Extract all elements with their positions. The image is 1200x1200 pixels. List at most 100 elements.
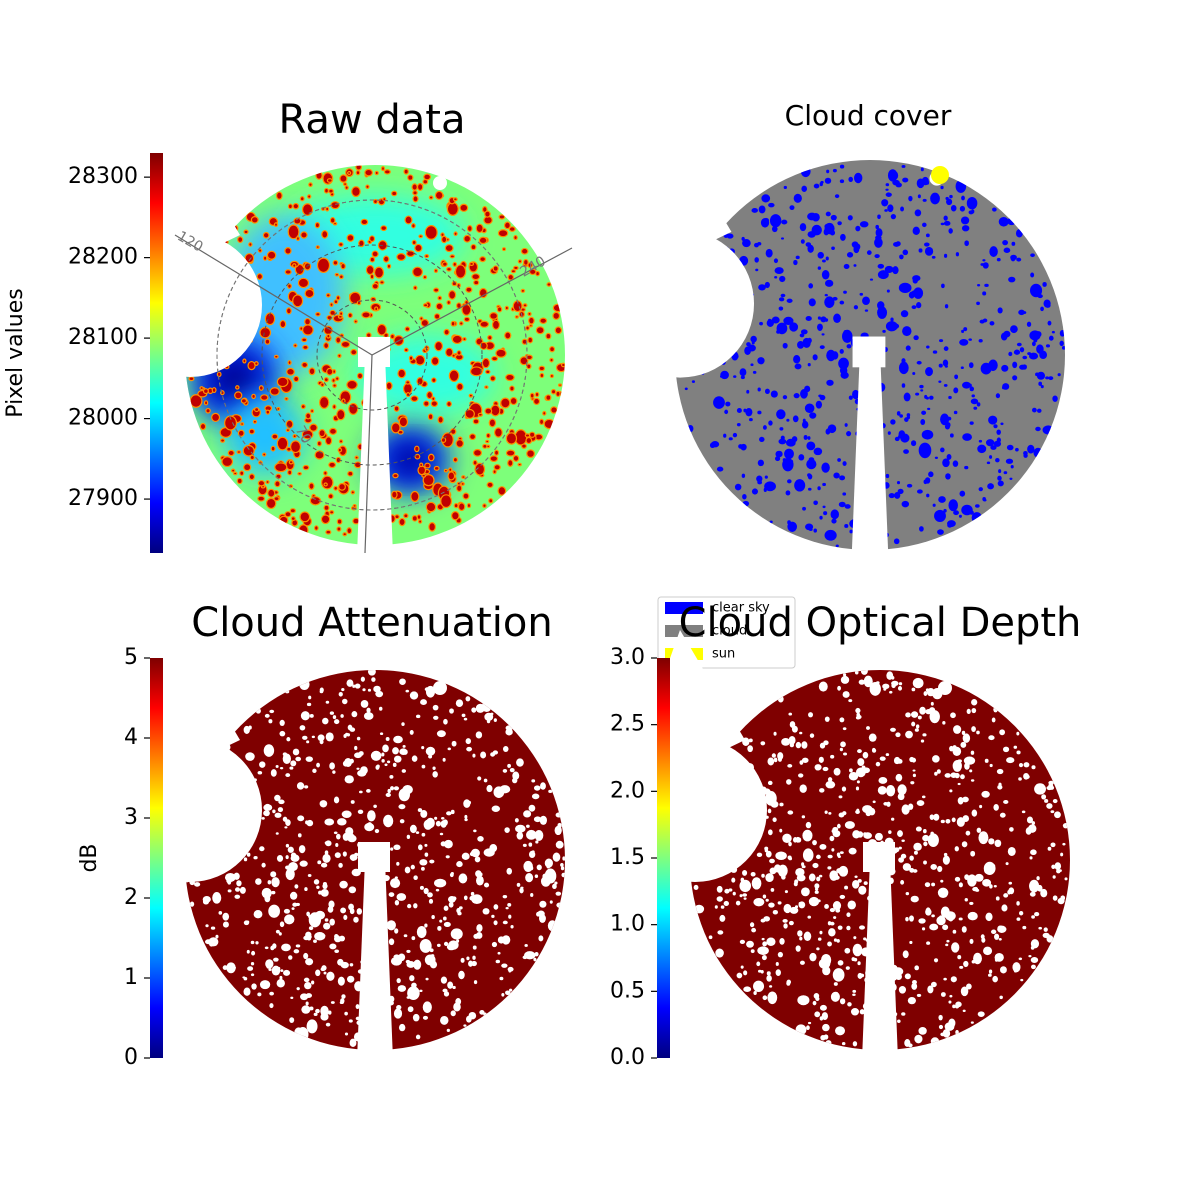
sky-feature xyxy=(542,873,548,879)
sky-feature xyxy=(477,412,483,417)
sky-feature xyxy=(205,924,209,928)
sky-feature xyxy=(855,786,860,791)
sky-feature xyxy=(794,879,799,884)
sky-feature xyxy=(742,870,748,876)
sky-feature xyxy=(329,943,337,950)
sky-feature xyxy=(285,843,290,848)
sky-feature xyxy=(528,431,536,438)
sky-feature xyxy=(916,489,923,494)
sky-feature xyxy=(348,1019,353,1023)
sky-feature xyxy=(446,400,452,408)
sky-feature xyxy=(347,775,351,780)
sky-feature xyxy=(331,377,336,383)
sky-feature xyxy=(311,735,315,739)
sky-feature xyxy=(937,887,949,898)
sky-feature xyxy=(450,1010,456,1017)
sky-feature xyxy=(287,846,294,853)
sky-feature xyxy=(505,990,511,996)
sky-feature xyxy=(761,194,771,203)
sky-feature xyxy=(378,706,383,711)
sky-feature xyxy=(502,920,508,925)
sky-feature xyxy=(844,423,848,427)
sky-feature xyxy=(344,185,349,191)
sky-feature xyxy=(949,994,953,998)
sky-feature xyxy=(852,880,860,889)
sky-feature xyxy=(410,395,419,402)
sky-feature xyxy=(255,878,262,885)
sky-feature xyxy=(299,860,308,867)
mast-mask xyxy=(357,355,393,555)
sky-feature xyxy=(215,934,219,939)
sky-feature xyxy=(354,683,361,689)
sky-feature xyxy=(962,796,969,803)
sky-feature xyxy=(823,511,828,516)
sky-feature xyxy=(374,170,379,176)
sky-feature xyxy=(248,473,256,481)
sky-feature xyxy=(801,862,805,867)
sky-feature xyxy=(827,921,832,926)
sky-feature xyxy=(543,418,555,430)
sky-feature xyxy=(817,937,822,941)
sky-feature xyxy=(787,764,793,768)
sky-feature xyxy=(394,928,399,934)
sky-feature xyxy=(484,210,491,218)
sky-feature xyxy=(911,305,917,310)
sky-feature xyxy=(448,467,453,473)
sky-feature xyxy=(356,767,360,770)
sky-feature xyxy=(504,305,509,311)
sky-feature xyxy=(347,312,353,319)
sky-feature xyxy=(924,242,930,247)
sky-feature xyxy=(793,355,801,364)
mast-mask xyxy=(862,860,898,1060)
sky-feature xyxy=(943,383,948,387)
sky-feature xyxy=(1008,881,1013,885)
sky-feature xyxy=(720,370,729,380)
sky-feature xyxy=(412,1013,420,1022)
sky-feature xyxy=(912,980,917,985)
sky-feature xyxy=(863,937,867,941)
sky-feature xyxy=(818,681,828,692)
sky-feature xyxy=(539,900,547,908)
sky-feature xyxy=(316,440,322,447)
sky-feature xyxy=(1028,954,1032,958)
sky-feature xyxy=(786,418,790,422)
sky-feature xyxy=(338,862,343,868)
sky-feature xyxy=(421,746,425,750)
sky-feature xyxy=(926,345,930,349)
sky-feature xyxy=(433,313,441,320)
sky-feature xyxy=(869,278,874,281)
sky-feature xyxy=(949,745,954,752)
sky-feature xyxy=(881,199,889,207)
sky-feature xyxy=(328,427,338,435)
sky-feature xyxy=(961,195,965,201)
sky-feature xyxy=(964,465,969,470)
sky-feature xyxy=(268,904,280,918)
sky-feature xyxy=(995,896,1000,901)
sky-feature xyxy=(323,377,329,383)
sky-feature xyxy=(719,914,726,922)
sky-feature xyxy=(917,194,921,199)
sky-feature xyxy=(989,246,998,257)
sky-feature xyxy=(838,795,843,799)
sky-feature xyxy=(975,504,980,508)
sky-feature xyxy=(419,938,432,953)
sky-feature xyxy=(885,192,892,197)
sky-feature xyxy=(814,890,819,894)
sky-feature xyxy=(473,980,478,985)
sky-feature xyxy=(767,991,778,1005)
sky-feature xyxy=(507,763,511,768)
sky-feature xyxy=(294,1027,303,1038)
sky-feature xyxy=(514,818,519,823)
sky-feature xyxy=(972,886,979,892)
sky-feature xyxy=(828,811,832,815)
sky-feature xyxy=(443,468,448,473)
sky-feature xyxy=(315,969,321,977)
sky-feature xyxy=(801,741,808,749)
sky-feature xyxy=(234,887,241,892)
sky-feature xyxy=(549,345,556,353)
sky-feature xyxy=(874,832,883,841)
sky-feature xyxy=(845,966,850,970)
sky-feature xyxy=(465,696,471,702)
sky-feature xyxy=(289,440,302,454)
sky-feature xyxy=(475,223,484,234)
